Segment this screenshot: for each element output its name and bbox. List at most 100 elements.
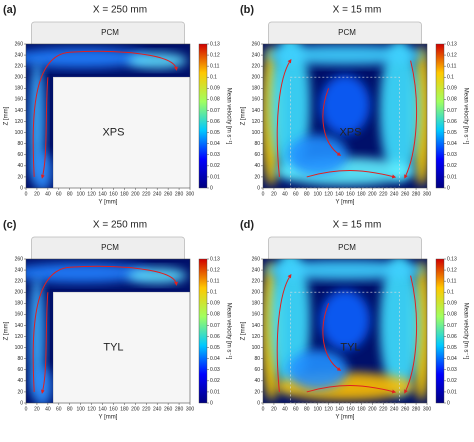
colorbar-tick-label: 0.11 xyxy=(210,63,220,69)
streamline xyxy=(322,88,342,156)
colorbar xyxy=(198,43,208,189)
y-tick-label: 260 xyxy=(401,191,410,197)
colorbar-tick-label: 0 xyxy=(447,400,450,406)
z-tick-label: 240 xyxy=(15,267,24,273)
colorbar-tick-label: 0.13 xyxy=(210,41,220,47)
colorbar-tick-label: 0.1 xyxy=(447,290,454,296)
insulation-label: TYL xyxy=(340,342,360,354)
plot-frame xyxy=(262,43,428,189)
y-tick-label: 140 xyxy=(98,191,107,197)
colorbar-tick-label: 0.12 xyxy=(447,267,457,273)
y-tick-label: 0 xyxy=(25,191,28,197)
y-tick-label: 60 xyxy=(56,191,62,197)
colorbar-tick-label: 0.1 xyxy=(447,75,454,81)
z-tick-label: 20 xyxy=(254,389,260,395)
z-tick-label: 240 xyxy=(15,52,24,58)
y-tick-label: 200 xyxy=(368,191,377,197)
z-tick-label: 120 xyxy=(15,119,24,125)
colorbar-tick-label: 0.09 xyxy=(210,301,220,307)
colorbar-tick-label: 0.01 xyxy=(210,389,220,395)
z-tick-label: 180 xyxy=(252,86,261,92)
z-tick-label: 40 xyxy=(17,378,23,384)
colorbar-tick-label: 0.03 xyxy=(210,367,220,373)
panel-title: X = 15 mm xyxy=(333,220,382,231)
colorbar-tick-label: 0.06 xyxy=(447,119,457,125)
z-tick-label: 180 xyxy=(15,301,24,307)
colorbar-tick-label: 0.12 xyxy=(210,267,220,273)
colorbar-tick-label: 0.13 xyxy=(447,256,457,262)
colorbar-tick-label: 0.09 xyxy=(210,86,220,92)
y-tick-label: 80 xyxy=(304,406,310,412)
colorbar-tick-label: 0.03 xyxy=(447,367,457,373)
y-tick-label: 220 xyxy=(142,406,151,412)
colorbar xyxy=(435,43,445,189)
y-tick-label: 40 xyxy=(282,191,288,197)
field-blob xyxy=(287,349,348,390)
y-tick-label: 240 xyxy=(390,406,399,412)
streamline xyxy=(40,292,49,394)
pcm-label: PCM xyxy=(338,28,356,37)
colorbar-tick-label: 0.06 xyxy=(210,334,220,340)
z-tick-label: 100 xyxy=(252,345,261,351)
colorbar xyxy=(198,258,208,404)
colorbar-tick-label: 0.04 xyxy=(447,141,457,147)
colorbar-tick-label: 0.05 xyxy=(447,130,457,136)
colorbar-tick-label: 0.03 xyxy=(210,152,220,158)
z-tick-label: 260 xyxy=(15,41,24,47)
colorbar-tick-label: 0.06 xyxy=(447,334,457,340)
pcm-label: PCM xyxy=(101,243,119,252)
colorbar-tick-label: 0.05 xyxy=(447,345,457,351)
y-tick-label: 40 xyxy=(45,406,51,412)
z-tick-label: 60 xyxy=(254,367,260,373)
colorbar-tick-label: 0.04 xyxy=(210,141,220,147)
streamline xyxy=(276,273,292,392)
z-tick-label: 160 xyxy=(252,312,261,318)
z-tick-label: 40 xyxy=(17,163,23,169)
panel-title: X = 15 mm xyxy=(333,5,382,16)
colorbar-tick-label: 0.1 xyxy=(210,75,217,81)
colorbar-label: Mean velocity [m s⁻¹] xyxy=(225,303,231,360)
y-tick-label: 300 xyxy=(186,406,195,412)
z-tick-label: 220 xyxy=(252,63,261,69)
colorbar-tick-label: 0.05 xyxy=(210,345,220,351)
z-tick-label: 260 xyxy=(15,256,24,262)
streamline xyxy=(32,50,178,177)
y-tick-label: 200 xyxy=(131,191,140,197)
y-tick-label: 180 xyxy=(357,406,366,412)
colorbar-tick-label: 0.02 xyxy=(447,163,457,169)
field-blob xyxy=(320,289,370,350)
colorbar-label: Mean velocity [m s⁻¹] xyxy=(225,88,231,145)
y-tick-label: 220 xyxy=(379,191,388,197)
insulation-label: XPS xyxy=(339,127,361,139)
y-tick-label: 20 xyxy=(271,191,277,197)
colorbar-tick-label: 0.03 xyxy=(447,152,457,158)
colorbar-tick-label: 0.01 xyxy=(447,389,457,395)
field-blob xyxy=(320,74,370,135)
y-axis-label: Y [mm] xyxy=(336,415,355,421)
y-tick-label: 280 xyxy=(175,406,184,412)
y-tick-label: 200 xyxy=(131,406,140,412)
z-tick-label: 180 xyxy=(15,86,24,92)
colorbar-tick-label: 0 xyxy=(210,185,213,191)
z-tick-label: 40 xyxy=(254,163,260,169)
field-blob xyxy=(287,134,348,175)
z-axis-label: Z [mm] xyxy=(241,321,247,340)
z-tick-label: 60 xyxy=(17,152,23,158)
colorbar-tick-label: 0.01 xyxy=(447,174,457,180)
plot-frame xyxy=(25,43,191,189)
y-tick-label: 0 xyxy=(262,406,265,412)
y-tick-label: 300 xyxy=(186,191,195,197)
colorbar-tick-label: 0.11 xyxy=(447,278,457,284)
field-blob xyxy=(127,267,188,284)
colorbar-tick-label: 0.08 xyxy=(210,97,220,103)
streamline xyxy=(322,303,342,371)
y-tick-label: 220 xyxy=(142,191,151,197)
y-tick-label: 240 xyxy=(153,191,162,197)
z-tick-label: 200 xyxy=(15,290,24,296)
z-tick-label: 220 xyxy=(252,278,261,284)
y-tick-label: 200 xyxy=(368,406,377,412)
z-tick-label: 220 xyxy=(15,278,24,284)
y-tick-label: 300 xyxy=(423,191,432,197)
